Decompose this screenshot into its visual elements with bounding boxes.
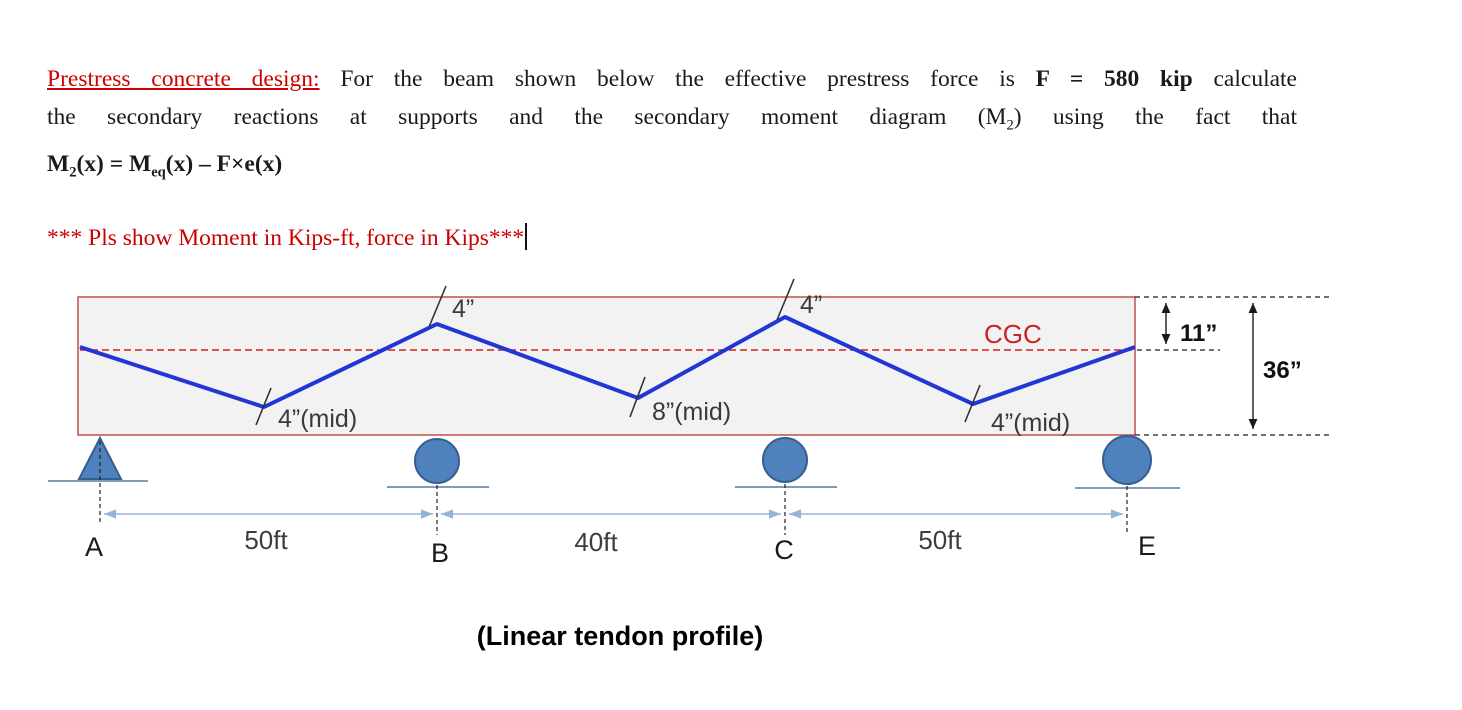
- units-note-text: *** Pls show Moment in Kips-ft, force in…: [47, 225, 525, 252]
- formula-sub-2: 2: [69, 164, 77, 181]
- problem-statement[interactable]: Prestress concrete design: For the beam …: [47, 60, 1297, 257]
- span-label-bc: 40ft: [574, 527, 618, 557]
- dip-label-1: 4”(mid): [278, 405, 357, 433]
- units-note[interactable]: *** Pls show Moment in Kips-ft, force in…: [47, 219, 1297, 257]
- support-label-a: A: [85, 532, 103, 562]
- extension-lines: [1135, 296, 1330, 436]
- formula-mid: (x) = M: [76, 150, 152, 177]
- tick-marks: [255, 278, 981, 426]
- problem-line-2[interactable]: the secondary reactions at supports and …: [47, 98, 1297, 145]
- roller-support-b: [414, 438, 460, 484]
- dim-label-36: 36”: [1263, 357, 1302, 384]
- problem-line-1[interactable]: Prestress concrete design: For the beam …: [47, 60, 1297, 98]
- problem-text-2: calculate: [1213, 66, 1298, 92]
- m2-subscript: 2: [1006, 117, 1014, 134]
- problem-text-3: the secondary reactions at supports and …: [47, 104, 1007, 130]
- roller-support-c: [762, 437, 808, 483]
- problem-title: Prestress concrete design:: [47, 66, 320, 92]
- formula-end: (x) – F×e(x): [165, 150, 283, 177]
- moment-formula[interactable]: M2(x) = Meq(x) – F×e(x): [47, 145, 1297, 192]
- support-label-e: E: [1138, 531, 1156, 561]
- text-cursor: [525, 223, 528, 251]
- cgc-label: CGC: [984, 319, 1042, 349]
- problem-text-4: ) using the fact that: [1013, 104, 1297, 130]
- diagram-caption: (Linear tendon profile): [477, 621, 764, 651]
- roller-support-e: [1102, 435, 1152, 485]
- problem-text-1: For the beam shown below the effective p…: [340, 66, 1015, 92]
- beam-body: [77, 296, 1136, 436]
- ground-lines: [48, 480, 1180, 489]
- support-label-c: C: [774, 535, 794, 565]
- span-label-ab: 50ft: [244, 525, 288, 555]
- dim-label-11: 11”: [1180, 320, 1217, 347]
- support-label-b: B: [431, 538, 449, 568]
- formula-sub-eq: eq: [151, 164, 166, 181]
- support-centerlines: [99, 441, 1128, 535]
- formula-m: M: [47, 150, 70, 177]
- peak-label-2: 4”: [800, 291, 822, 319]
- peak-label-1: 4”: [452, 295, 474, 323]
- span-label-ce: 50ft: [918, 525, 962, 555]
- dip-label-2: 8”(mid): [652, 398, 731, 426]
- dip-label-3: 4”(mid): [991, 409, 1070, 437]
- prestress-force-value: F = 580 kip: [1035, 66, 1193, 92]
